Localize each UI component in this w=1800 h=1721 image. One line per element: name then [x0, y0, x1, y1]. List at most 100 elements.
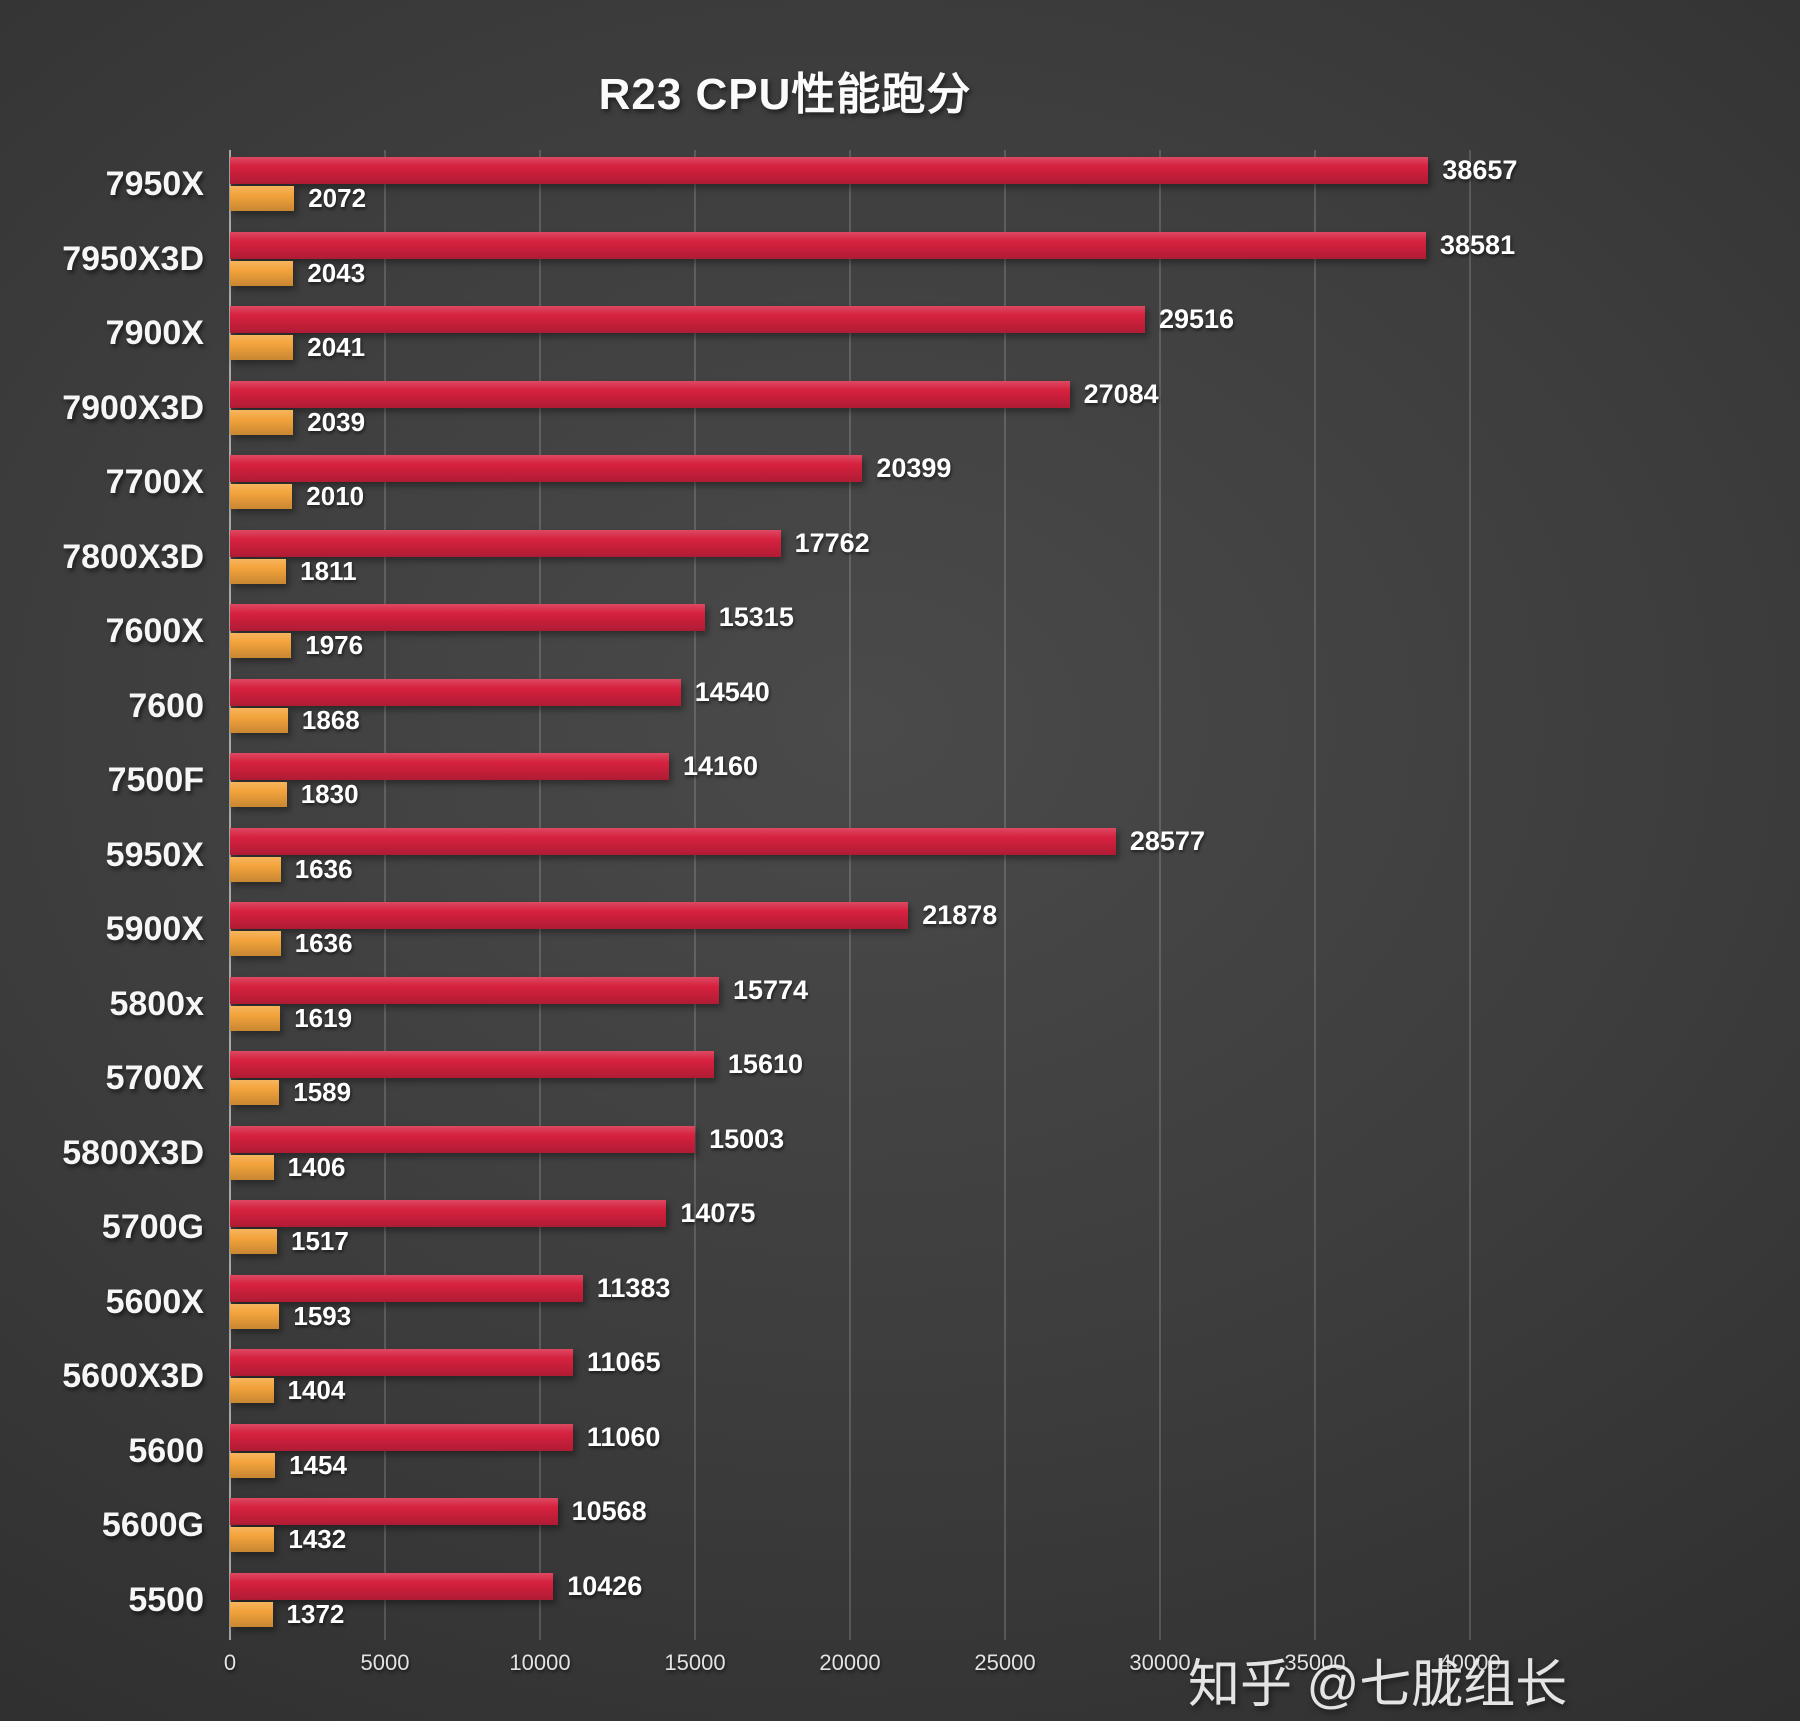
- category-label: 5950X: [105, 835, 204, 874]
- chart-row: 5950X 28577 1636: [106, 821, 1470, 896]
- x-tick-label: 35000: [1284, 1650, 1346, 1675]
- category-label: 5900X: [105, 910, 204, 948]
- chart-row: 7900X3D 27084 2039: [62, 374, 1470, 449]
- category-label: 5600G: [101, 1506, 204, 1544]
- orange-bar: [230, 1303, 280, 1329]
- orange-bar-value: 1406: [287, 1151, 346, 1182]
- red-bar-value: 14075: [680, 1198, 756, 1228]
- orange-bar-value: 1868: [301, 704, 360, 735]
- gridline: [384, 150, 386, 1640]
- red-bar: [230, 1423, 573, 1451]
- red-bar: [230, 455, 863, 482]
- orange-bar-value: 1619: [294, 1002, 353, 1033]
- chart-row: 5600 11060 1454: [128, 1417, 1470, 1492]
- red-bar: [230, 1200, 667, 1227]
- orange-bar: [230, 782, 287, 807]
- category-label: 7900X3D: [62, 388, 204, 427]
- orange-bar-value: 1432: [288, 1524, 347, 1554]
- chart-row: 7600X 15315 1976: [106, 597, 1470, 672]
- y-axis-line: [229, 150, 231, 1640]
- chart-row: 5700G 14075 1517: [102, 1193, 1470, 1268]
- red-bar: [230, 1498, 558, 1525]
- gridline: [1159, 150, 1161, 1640]
- red-bar: [230, 306, 1145, 333]
- category-label: 5500: [128, 1580, 204, 1619]
- chart-row: 7950X3D 38581 2043: [62, 225, 1515, 300]
- category-label: 7950X3D: [62, 239, 204, 278]
- orange-bar-value: 1830: [300, 779, 359, 809]
- red-bar-value: 11065: [587, 1347, 661, 1377]
- chart-row: 5600X 11383 1593: [106, 1268, 1470, 1343]
- category-label: 7600: [128, 686, 204, 725]
- red-bar-value: 15610: [727, 1049, 803, 1079]
- red-bar-value: 38657: [1442, 155, 1518, 185]
- red-bar: [230, 529, 781, 557]
- orange-bar: [230, 856, 281, 882]
- red-bar-value: 11383: [596, 1272, 671, 1303]
- orange-bar: [230, 1005, 281, 1031]
- orange-bar-value: 1517: [291, 1226, 349, 1256]
- orange-bar-value: 1811: [300, 555, 357, 586]
- gridline: [1469, 150, 1471, 1640]
- orange-bar: [230, 1601, 273, 1627]
- orange-bar-value: 2039: [307, 406, 366, 437]
- orange-bar-value: 1976: [305, 630, 364, 660]
- orange-bar-value: 1636: [294, 853, 353, 884]
- plot-area: 0 5000 10000 15000 20000 25000 30000 35000 40000…: [62, 150, 1517, 1675]
- red-bar-value: 27084: [1083, 378, 1159, 409]
- orange-bar: [230, 707, 288, 733]
- x-tick-label: 15000: [664, 1650, 726, 1675]
- category-label: 7800X3D: [62, 537, 204, 576]
- red-bar-value: 14160: [682, 751, 759, 781]
- red-bar-value: 20399: [876, 453, 952, 483]
- gridline: [849, 150, 851, 1640]
- orange-bar-value: 2010: [306, 481, 365, 511]
- category-label: 7500F: [107, 761, 204, 799]
- chart-row: 7950X 38657 2072: [106, 150, 1517, 225]
- orange-bar: [230, 186, 295, 211]
- gridline: [1004, 150, 1006, 1640]
- orange-bar: [230, 633, 292, 658]
- red-bar-value: 10568: [571, 1496, 647, 1526]
- red-bar: [230, 1572, 554, 1600]
- category-label: 5700X: [105, 1059, 204, 1097]
- category-label: 5600X: [105, 1282, 204, 1321]
- orange-bar: [230, 335, 294, 360]
- chart-row: 5800x 15774 1619: [109, 970, 1470, 1045]
- red-bar: [230, 902, 909, 929]
- red-bar-value: 38581: [1440, 229, 1516, 260]
- orange-bar: [230, 1080, 280, 1105]
- red-bar-value: 10426: [567, 1570, 643, 1601]
- chart-row: 5800X3D 15003 1406: [62, 1119, 1470, 1194]
- watermark: 知乎 @七胧组长: [1188, 1656, 1568, 1714]
- red-bar: [230, 1349, 573, 1376]
- red-bar: [230, 1274, 583, 1302]
- red-bar: [230, 157, 1429, 184]
- red-bar-value: 21878: [922, 900, 998, 930]
- orange-bar: [230, 1378, 274, 1403]
- orange-bar-value: 1593: [293, 1300, 352, 1331]
- red-bar: [230, 1125, 696, 1153]
- gridline: [1314, 150, 1316, 1640]
- category-label: 5800X3D: [62, 1133, 204, 1172]
- orange-bar: [230, 1527, 275, 1552]
- red-bar: [230, 231, 1426, 259]
- gridline: [694, 150, 696, 1640]
- orange-bar-value: 1636: [294, 928, 353, 958]
- orange-bar: [230, 409, 294, 435]
- red-bar-value: 15774: [732, 974, 809, 1005]
- x-tick-label: 40000: [1439, 1650, 1501, 1675]
- chart-row: 5600G 10568 1432: [102, 1491, 1470, 1566]
- orange-bar: [230, 931, 281, 956]
- orange-bar-value: 1372: [286, 1598, 345, 1629]
- orange-bar-value: 2072: [308, 183, 367, 213]
- orange-bar-value: 1404: [287, 1375, 346, 1405]
- chart-row: 5700X 15610 1589: [106, 1044, 1470, 1119]
- chart-row: 7500F 14160 1830: [108, 746, 1470, 821]
- red-bar: [230, 678, 681, 706]
- category-label: 7600X: [105, 612, 204, 650]
- category-label: 5600X3D: [62, 1357, 204, 1395]
- red-bar: [230, 976, 719, 1004]
- x-tick-label: 5000: [360, 1650, 410, 1675]
